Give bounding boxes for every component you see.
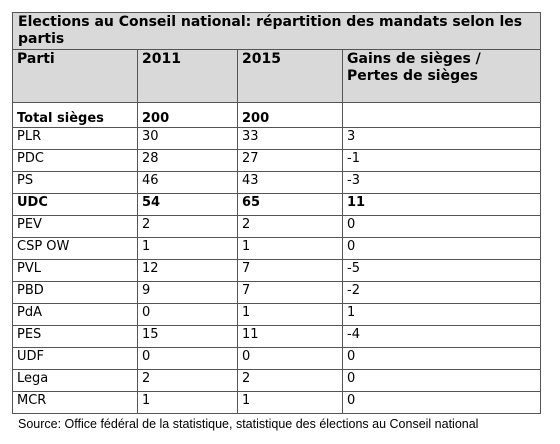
table-cell: 0 — [137, 347, 238, 370]
table-row: PS 46 43 -3 — [12, 171, 541, 194]
table-cell: 1 — [342, 303, 541, 326]
table-cell: -1 — [342, 149, 541, 172]
table-cell: 43 — [237, 171, 343, 194]
table-cell: 0 — [137, 303, 238, 326]
table-cell: 28 — [137, 149, 238, 172]
header-cell: 2011 — [137, 49, 238, 103]
table-cell: 0 — [342, 347, 541, 370]
table-cell: 0 — [342, 369, 541, 392]
table-row: CSP OW 1 1 0 — [12, 237, 541, 260]
table-cell: 11 — [342, 193, 541, 216]
table-cell: 1 — [137, 237, 238, 260]
table-cell: PS — [12, 171, 138, 194]
header-row: Parti 2011 2015 Gains de sièges / Pertes de… — [12, 49, 541, 103]
table-cell: 1 — [237, 237, 343, 260]
table-cell: UDC — [12, 193, 138, 216]
table-cell: 2 — [137, 369, 238, 392]
table-cell: -4 — [342, 325, 541, 348]
table-row: PDC 28 27 -1 — [12, 149, 541, 172]
table-cell: Total sièges — [12, 102, 138, 128]
table-cell: PDC — [12, 149, 138, 172]
table-cell: -2 — [342, 281, 541, 304]
header-cell: Gains de sièges / Pertes de sièges — [342, 49, 541, 103]
table-cell: 15 — [137, 325, 238, 348]
table-cell: 1 — [237, 303, 343, 326]
table-body: Elections au Conseil national: répartiti… — [12, 12, 541, 414]
table-title: Elections au Conseil national: répartiti… — [12, 12, 541, 50]
table-cell: 7 — [237, 281, 343, 304]
header-cell: 2015 — [237, 49, 343, 103]
table-row: PEV 2 2 0 — [12, 215, 541, 238]
table-cell: 0 — [342, 237, 541, 260]
table-row: PLR 30 33 3 — [12, 127, 541, 150]
table-cell: 200 — [237, 102, 343, 128]
table-row: Lega 2 2 0 — [12, 369, 541, 392]
table-cell: PBD — [12, 281, 138, 304]
table-cell: 9 — [137, 281, 238, 304]
table-row: UDF 0 0 0 — [12, 347, 541, 370]
table: Elections au Conseil national: répartiti… — [12, 12, 541, 414]
table-cell: 54 — [137, 193, 238, 216]
source-note: Source: Office fédéral de la statistique… — [18, 417, 479, 431]
table-cell: 2 — [237, 215, 343, 238]
table-cell: 0 — [342, 391, 541, 414]
table-cell: MCR — [12, 391, 138, 414]
table-row: PVL 12 7 -5 — [12, 259, 541, 282]
table-cell: 7 — [237, 259, 343, 282]
table-cell: 33 — [237, 127, 343, 150]
table-cell: UDF — [12, 347, 138, 370]
table-row: PBD 9 7 -2 — [12, 281, 541, 304]
header-cell: Parti — [12, 49, 138, 103]
table-row: MCR 1 1 0 — [12, 391, 541, 414]
table-cell: 12 — [137, 259, 238, 282]
table-row: Total sièges 200 200 — [12, 102, 541, 128]
title-row: Elections au Conseil national: répartiti… — [12, 12, 541, 50]
table-cell: PdA — [12, 303, 138, 326]
table-cell: 0 — [342, 215, 541, 238]
table-cell: 65 — [237, 193, 343, 216]
table-cell: 2 — [137, 215, 238, 238]
table-row: PES 15 11 -4 — [12, 325, 541, 348]
table-cell: 2 — [237, 369, 343, 392]
table-cell: 27 — [237, 149, 343, 172]
table-cell: 46 — [137, 171, 238, 194]
table-wrap: Elections au Conseil national: répartiti… — [12, 12, 541, 414]
table-cell: PEV — [12, 215, 138, 238]
table-cell: -5 — [342, 259, 541, 282]
table-cell: 30 — [137, 127, 238, 150]
empty-cell — [342, 102, 541, 128]
table-cell: PVL — [12, 259, 138, 282]
table-cell: 200 — [137, 102, 238, 128]
table-cell: PES — [12, 325, 138, 348]
table-row: PdA 0 1 1 — [12, 303, 541, 326]
table-cell: 11 — [237, 325, 343, 348]
table-cell: 1 — [137, 391, 238, 414]
table-cell: 3 — [342, 127, 541, 150]
table-cell: -3 — [342, 171, 541, 194]
table-cell: 1 — [237, 391, 343, 414]
table-cell: CSP OW — [12, 237, 138, 260]
table-row: UDC 54 65 11 — [12, 193, 541, 216]
table-cell: Lega — [12, 369, 138, 392]
table-cell: PLR — [12, 127, 138, 150]
table-cell: 0 — [237, 347, 343, 370]
